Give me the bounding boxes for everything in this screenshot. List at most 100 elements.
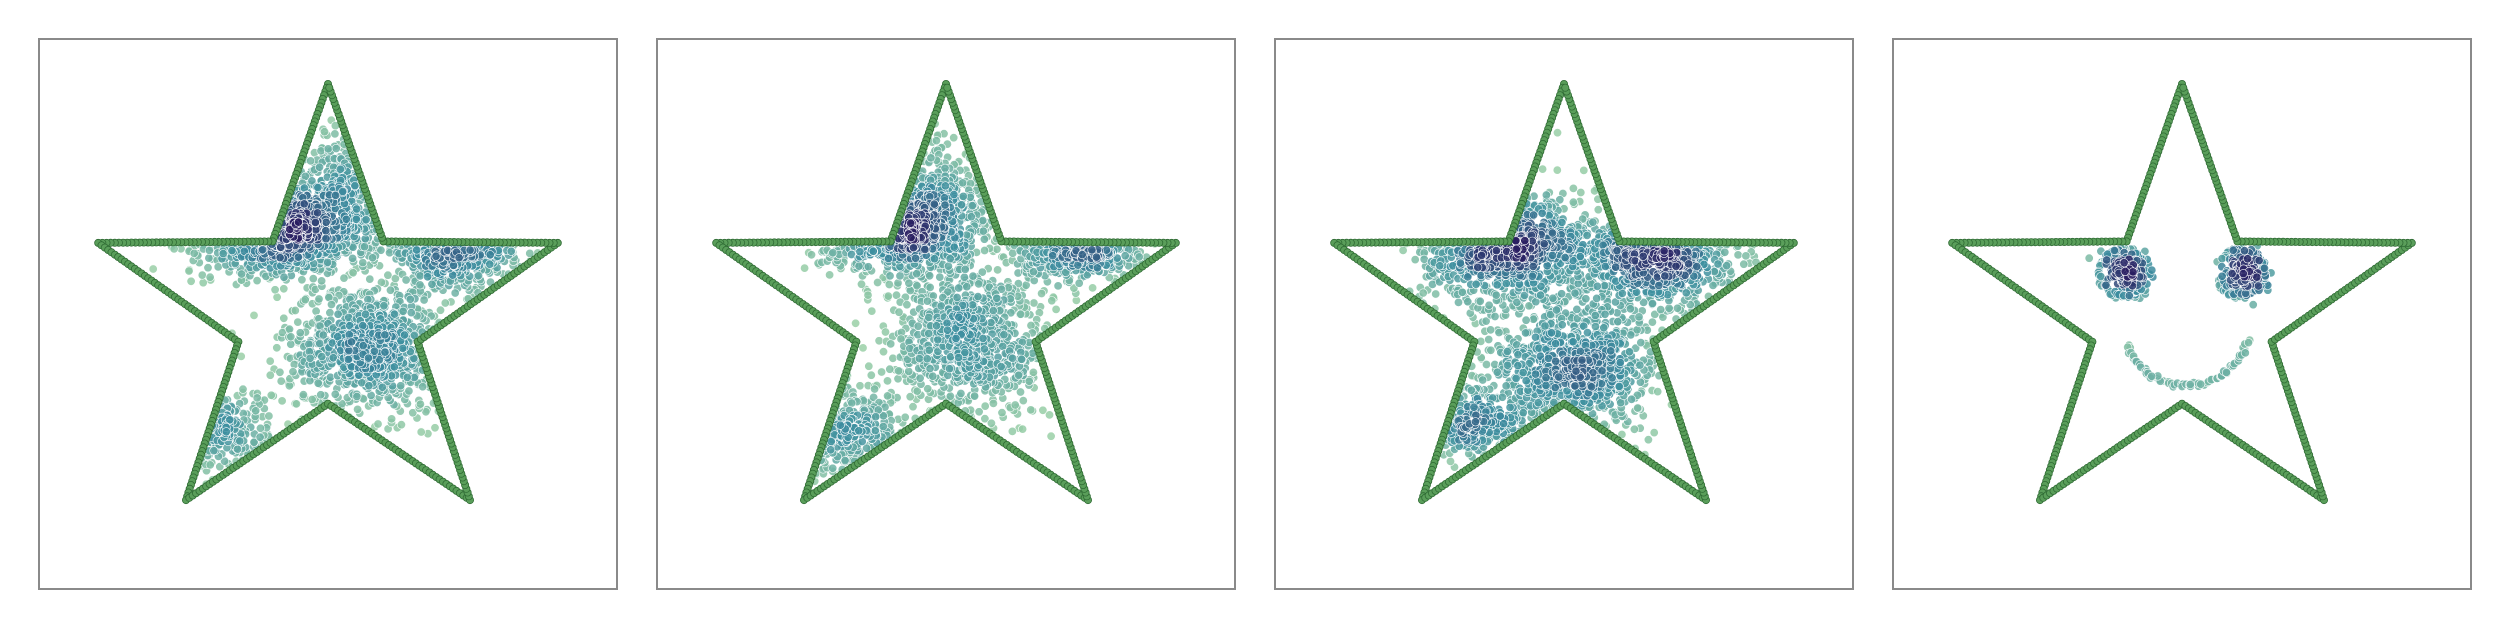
scatter-point [959,272,969,282]
scatter-point [485,259,495,269]
scatter-point [883,391,893,401]
scatter-point [423,272,433,282]
scatter-point [954,352,964,362]
scatter-point [958,191,968,201]
scatter-point [885,271,895,281]
scatter-point [203,263,213,273]
scatter-point [323,144,333,154]
scatter-point [877,367,887,377]
scatter-point [335,164,345,174]
scatter-point [924,312,934,322]
scatter-point [330,129,340,139]
scatter-point [993,265,1003,275]
scatter-point [275,367,285,377]
scatter-point [289,359,299,369]
scatter-point [331,144,341,154]
scatter-point [868,246,878,256]
scatter-point [317,276,327,286]
scatter-point [204,253,214,263]
scatter-point [298,390,308,400]
scatter-point [967,300,977,310]
scatter-point [1017,354,1027,364]
scatter-point [198,278,208,288]
scatter-point [272,292,282,302]
scatter-point [377,382,387,392]
scatter-point [1013,279,1023,289]
scatter-point [321,226,331,236]
scatter-point [205,272,215,282]
scatter-point [396,381,406,391]
scatter-point [922,296,932,306]
scatter-point [967,201,977,211]
scatter-point [350,181,360,191]
scatter-point [319,127,329,137]
scatter-point [913,321,923,331]
scatter-point [945,391,955,401]
scatter-point [974,407,984,417]
scatter-point [978,226,988,236]
scatter-point [840,456,850,466]
scatter-point [1088,283,1098,293]
scatter-point [970,391,980,401]
scatter-point [465,245,475,255]
scatter-point [415,399,425,409]
scatter-point [1120,251,1130,261]
scatter-point [279,313,289,323]
scatter-point [974,279,984,289]
scatter-point [881,327,891,337]
scatter-point [1018,396,1028,406]
scatter-point [900,412,910,422]
scatter-point [408,408,418,418]
scatter-point [308,274,318,284]
scatter-point [825,270,835,280]
scatter-point [1026,320,1036,330]
scatter-point [973,292,983,302]
scatter-point [867,306,877,316]
scatter-point [276,376,286,386]
scatter-point [962,282,972,292]
scatter-point [293,217,303,227]
scatter-panel-2 [656,38,1236,590]
scatter-point [265,370,275,380]
scatter-point [999,330,1009,340]
scatter-point [398,343,408,353]
scatter-point [986,418,996,428]
scatter-point [221,427,231,437]
scatter-point [415,271,425,281]
scatter-point [339,273,349,283]
scatter-point [389,362,399,372]
scatter-point [295,328,305,338]
scatter-point [996,362,1006,372]
scatter-point [828,463,838,473]
scatter-point [924,328,934,338]
scatter-point [251,406,261,416]
scatter-point [352,204,362,214]
scatter-point [209,446,219,456]
scatter-point [828,248,838,258]
scatter-point [980,246,990,256]
scatter-point [313,378,323,388]
scatter-panel-1 [38,38,618,590]
scatter-point [218,249,228,259]
scatter-point [266,390,276,400]
scatter-point [279,272,289,282]
scatter-point [1028,367,1038,377]
scatter-points [800,119,1175,486]
scatter-point [1007,353,1017,363]
scatter-point [331,190,341,200]
scatter-point [360,309,370,319]
scatter-point [376,277,386,287]
scatter-point [353,404,363,414]
scatter-point [902,300,912,310]
scatter-point [396,420,406,430]
scatter-point [873,278,883,288]
scatter-point [313,183,323,193]
scatter-point [979,344,989,354]
scatter-point [944,364,954,374]
scatter-point [924,345,934,355]
scatter-point [285,324,295,334]
scatter-point [233,444,243,454]
scatter-point [286,332,296,342]
scatter-point [184,266,194,276]
scatter-point [525,248,535,258]
